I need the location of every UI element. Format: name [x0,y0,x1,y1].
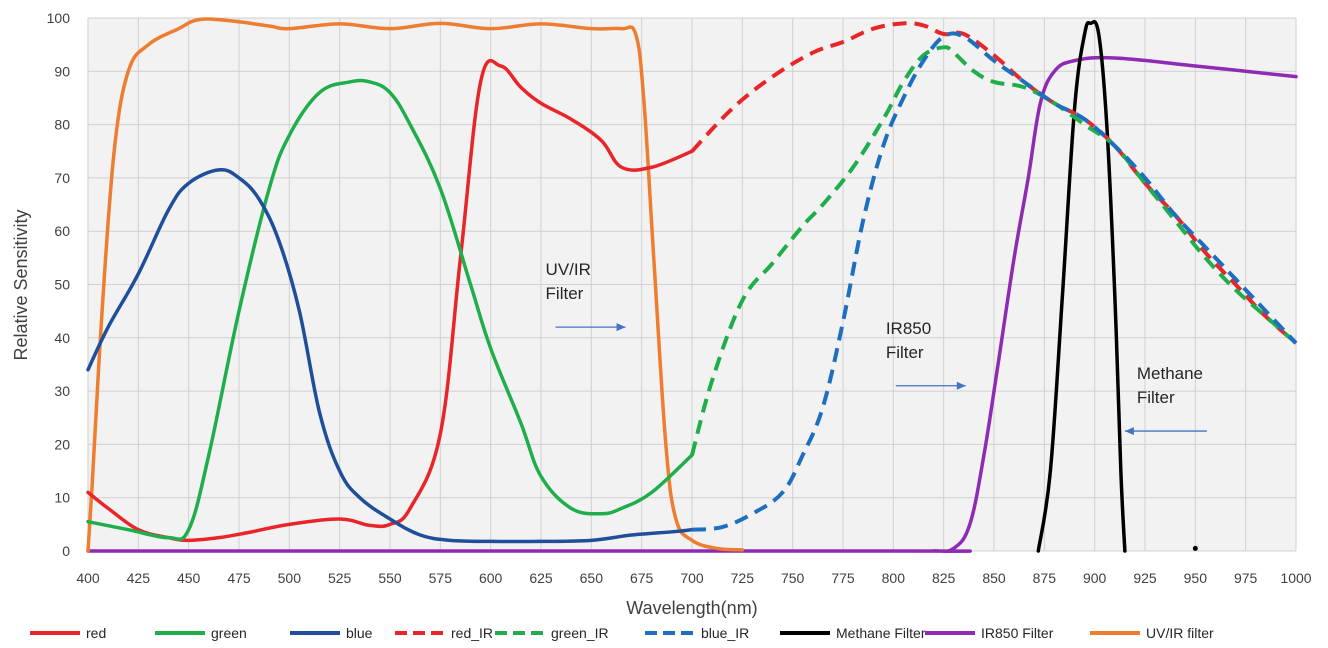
x-tick-label: 775 [831,570,855,586]
x-tick-label: 850 [982,570,1006,586]
legend-label-uv-ir-filter: UV/IR filter [1146,625,1214,641]
x-tick-label: 400 [76,570,100,586]
series-line-ir850-filter [86,55,1298,554]
annotation-label-methane: Filter [1137,388,1175,407]
annotation-arrowhead-methane [1124,427,1134,436]
annotation-layer: UV/IR Filter IR850 Filter Methane Filter [546,260,1207,436]
legend-item-blue: blue [290,625,373,641]
y-tick-label: 10 [54,490,70,506]
x-tick-label: 550 [378,570,402,586]
x-tick-label: 525 [328,570,352,586]
x-axis-title: Wavelength(nm) [626,598,757,618]
legend-label-blue-ir: blue_IR [701,625,749,641]
legend-label-ir850-filter: IR850 Filter [981,625,1054,641]
legend-item-red-ir: red_IR [395,625,493,641]
x-tick-label: 625 [529,570,553,586]
x-tick-label: 975 [1234,570,1258,586]
x-tick-label: 925 [1133,570,1157,586]
y-tick-label: 50 [54,277,70,293]
series-line-red-ir [690,21,1298,345]
series-line-green [86,78,694,541]
y-tick-label: 60 [54,223,70,239]
annotation-label-uvir: UV/IR [546,260,591,279]
annotation-label-methane: Methane [1137,364,1203,383]
x-tick-label: 450 [177,570,201,586]
y-tick-label: 20 [54,436,70,452]
y-tick-label: 90 [54,63,70,79]
series-layer [86,17,1298,554]
annotation-arrowhead-uvir [616,323,626,332]
x-tick-label: 500 [278,570,302,586]
y-axis-ticks: 0 10 20 30 40 50 60 70 80 90 100 [47,10,71,559]
x-tick-label: 475 [227,570,251,586]
x-tick-label: 600 [479,570,503,586]
x-tick-label: 675 [630,570,654,586]
y-tick-label: 70 [54,170,70,186]
y-tick-label: 30 [54,383,70,399]
legend-item-green: green [155,625,247,641]
legend-item-uv-ir-filter: UV/IR filter [1090,625,1214,641]
legend-label-red-ir: red_IR [451,625,493,641]
x-tick-label: 800 [882,570,906,586]
gridlines [87,17,1297,552]
legend-label-green-ir: green_IR [551,625,609,641]
legend: red green blue red_IR green_IR blue_IR Methane… [30,625,1214,641]
annotation-arrowhead-ir850 [956,381,966,390]
x-tick-label: 875 [1033,570,1057,586]
annotation-label-ir850: Filter [886,343,924,362]
legend-label-green: green [211,625,247,641]
x-tick-label: 650 [580,570,604,586]
annotation-label-ir850: IR850 [886,319,931,338]
x-tick-label: 575 [429,570,453,586]
legend-item-red: red [30,625,106,641]
x-axis-ticks: 400 425 450 475 500 525 550 575 600 625 650 675 700 7… [76,570,1311,586]
x-tick-label: 700 [680,570,704,586]
x-tick-label: 825 [932,570,956,586]
series-line-uv-ir-filter [86,17,745,553]
x-tick-label: 425 [127,570,151,586]
x-tick-label: 750 [781,570,805,586]
legend-item-green-ir: green_IR [495,625,609,641]
legend-label-red: red [86,625,106,641]
y-axis-title: Relative Sensitivity [11,209,31,360]
legend-label-methane-filter: Methane Filter [836,625,926,641]
series-line-methane-filter [1036,20,1127,553]
series-line-red [86,58,694,543]
series-line-blue [86,168,694,544]
y-tick-label: 80 [54,117,70,133]
x-tick-label: 950 [1184,570,1208,586]
series-line-blue-ir [691,31,1298,532]
legend-item-ir850-filter: IR850 Filter [925,625,1054,641]
series-line-green-ir [690,45,1298,456]
x-tick-label: 900 [1083,570,1107,586]
y-tick-label: 0 [62,543,70,559]
y-tick-label: 40 [54,330,70,346]
y-tick-label: 100 [47,10,71,26]
x-tick-label: 725 [731,570,755,586]
x-tick-label: 1000 [1280,570,1311,586]
legend-label-blue: blue [346,625,373,641]
annotation-label-uvir: Filter [546,284,584,303]
legend-item-methane-filter: Methane Filter [780,625,926,641]
legend-item-blue-ir: blue_IR [645,625,749,641]
small-dot-mark [1192,545,1198,551]
